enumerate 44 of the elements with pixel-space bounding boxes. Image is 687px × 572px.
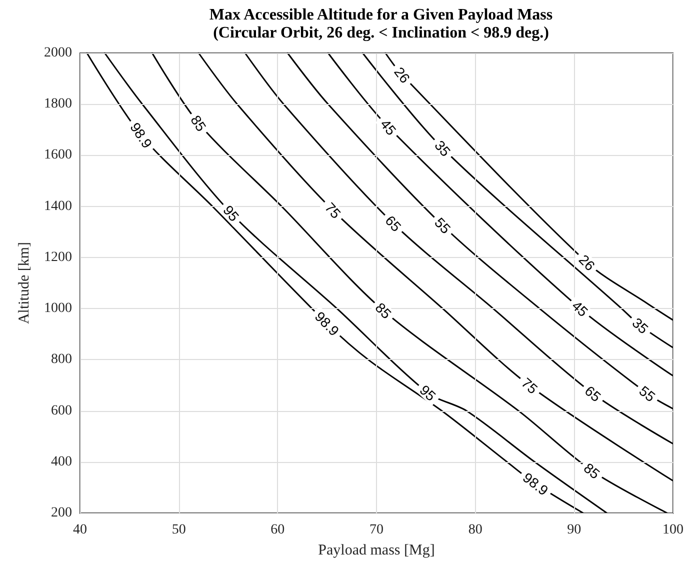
annotation: 55	[432, 214, 454, 237]
line-series	[362, 52, 674, 348]
y-tick-label: 800	[51, 352, 72, 368]
annotation: 26	[576, 251, 598, 274]
annotation: 35	[432, 137, 454, 160]
chart-subtitle: (Circular Orbit, 26 deg. < Inclination < 98.9 deg.)	[213, 24, 549, 42]
annotation: 85	[580, 460, 604, 482]
annotation: 65	[582, 382, 604, 405]
annotation: 95	[416, 382, 440, 404]
annotation: 45	[377, 116, 400, 138]
annotation: 75	[322, 199, 344, 222]
annotation: 75	[518, 374, 541, 398]
x-tick-label: 90	[567, 522, 582, 538]
y-tick-label: 1000	[44, 301, 72, 316]
y-tick-label: 600	[51, 403, 72, 418]
annotation: 65	[382, 212, 405, 235]
y-tick-label: 200	[51, 506, 72, 520]
y-axis-title: Altitude [km]	[16, 242, 32, 324]
y-tick-label: 400	[51, 454, 72, 470]
x-tick-label: 70	[370, 522, 384, 538]
annotation: 98.9	[520, 469, 552, 499]
x-tick-label: 100	[662, 522, 684, 538]
annotation: 85	[188, 112, 210, 134]
annotation: 85	[372, 299, 395, 322]
y-tick-label: 1800	[44, 96, 72, 112]
x-tick-label: 80	[468, 522, 482, 538]
annotation: 55	[636, 382, 659, 405]
annotation: 35	[629, 314, 652, 337]
line-series	[244, 52, 674, 444]
line-series	[151, 52, 668, 514]
x-tick-label: 60	[270, 522, 285, 538]
x-axis-title: Payload mass [Mg]	[318, 542, 435, 558]
x-tick-label: 50	[172, 522, 186, 538]
y-tick-label: 1600	[44, 148, 72, 163]
x-tick-label: 40	[73, 522, 87, 538]
annotation: 98.9	[312, 308, 342, 340]
y-tick-label: 1200	[44, 250, 72, 265]
chart-title: Max Accessible Altitude for a Given Payload Mass	[209, 6, 553, 24]
line-series	[286, 52, 674, 410]
annotation: 95	[220, 202, 242, 224]
annotation: 45	[568, 297, 592, 320]
y-tick-label: 1400	[44, 198, 72, 214]
annotation: 26	[391, 64, 414, 86]
y-tick-label: 2000	[44, 46, 72, 60]
